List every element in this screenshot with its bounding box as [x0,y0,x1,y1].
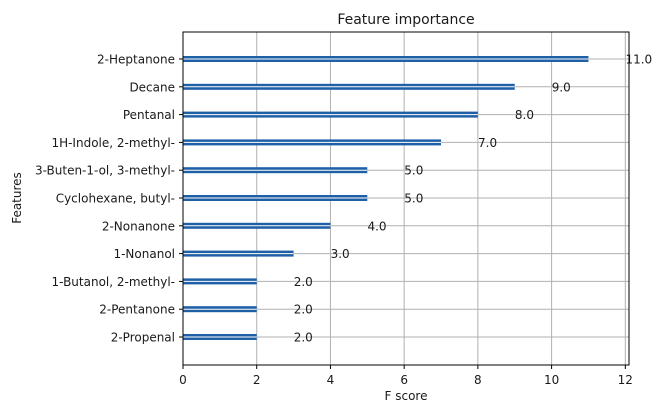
y-tick-label: 1-Nonanol [113,247,175,261]
x-axis-label: F score [385,389,428,403]
x-tick-label: 8 [474,373,482,387]
x-tick-label: 0 [179,373,187,387]
bar-value-label: 8.0 [515,108,534,122]
y-tick-label: 2-Nonanone [102,219,175,233]
bar-value-label: 2.0 [294,275,313,289]
x-tick-label: 4 [327,373,335,387]
y-tick-label: Cyclohexane, butyl- [56,192,175,206]
y-tick-label: Decane [129,80,175,94]
y-ticks: 2-Heptanone Decane Pentanal 1H-Indole, 2-me… [35,53,183,345]
bar-value-label: 5.0 [404,192,423,206]
bar-value-label: 9.0 [552,80,571,94]
x-tick-label: 6 [400,373,408,387]
x-tick-label: 12 [618,373,633,387]
bar-value-label: 3.0 [331,247,350,261]
bars [183,56,589,340]
x-tick-label: 10 [544,373,559,387]
x-ticks: 0 2 4 6 8 10 12 [179,365,633,387]
chart-title: Feature importance [337,12,474,28]
bar-value-label: 4.0 [367,219,386,233]
y-axis-label: Features [10,172,24,224]
y-tick-label: 2-Propenal [111,331,175,345]
y-tick-label: 1H-Indole, 2-methyl- [51,136,175,150]
y-tick-label: 3-Buten-1-ol, 3-methyl- [35,164,175,178]
value-labels: 11.0 9.0 8.0 7.0 5.0 5.0 4.0 3.0 2.0 2.0 2.0 [294,53,652,345]
bar-value-label: 11.0 [625,53,652,67]
y-tick-label: Pentanal [123,108,175,122]
y-tick-label: 2-Heptanone [97,53,175,67]
y-tick-label: 1-Butanol, 2-methyl- [52,275,175,289]
x-tick-label: 2 [253,373,261,387]
bar-value-label: 2.0 [294,331,313,345]
bar-value-label: 2.0 [294,303,313,317]
bar-value-label: 5.0 [404,164,423,178]
bar-value-label: 7.0 [478,136,497,150]
y-tick-label: 2-Pentanone [99,303,175,317]
